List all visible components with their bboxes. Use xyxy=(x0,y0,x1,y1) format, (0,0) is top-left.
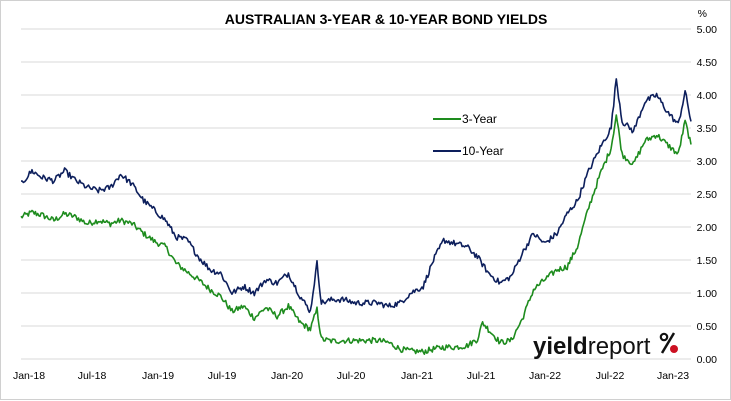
brand-name-light: report xyxy=(588,333,651,360)
legend-label: 3-Year xyxy=(462,112,497,126)
brand-name-bold: yield xyxy=(533,333,588,360)
legend: 3-Year 10-Year xyxy=(433,112,504,158)
x-tick-label: Jan-21 xyxy=(401,370,433,382)
svg-text:yieldreport: yieldreport xyxy=(533,333,651,360)
y-tick-label: 4.00 xyxy=(697,90,718,102)
legend-label: 10-Year xyxy=(462,144,504,158)
y-tick-label: 1.50 xyxy=(697,255,718,267)
series-line-3-year xyxy=(20,114,692,355)
x-tick-label: Jan-20 xyxy=(271,370,303,382)
percent-logo-icon xyxy=(659,332,678,354)
x-tick-label: Jan-19 xyxy=(142,370,174,382)
y-tick-label: 4.50 xyxy=(697,57,718,69)
y-tick-label: 5.00 xyxy=(697,24,718,36)
y-tick-label: 1.00 xyxy=(697,288,718,300)
chart-title: AUSTRALIAN 3-YEAR & 10-YEAR BOND YIELDS xyxy=(225,11,548,27)
series-lines xyxy=(20,78,692,355)
y-tick-label: 2.50 xyxy=(697,189,718,201)
y-axis-ticks: 0.00 0.50 1.00 1.50 2.00 2.50 3.00 3.50 4.00 4.50… xyxy=(697,24,718,366)
x-tick-label: Jan-22 xyxy=(529,370,561,382)
y-tick-label: 0.50 xyxy=(697,321,718,333)
x-axis-ticks: Jan-18 Jul-18 Jan-19 Jul-19 Jan-20 Jul-20 Jan-… xyxy=(13,370,689,382)
y-tick-label: 0.00 xyxy=(697,354,718,366)
y-tick-label: 3.00 xyxy=(697,156,718,168)
y-tick-label: 2.00 xyxy=(697,222,718,234)
yieldreport-logo: yieldreport xyxy=(533,332,678,360)
grid-lines xyxy=(21,28,691,360)
x-tick-label: Jul-18 xyxy=(78,370,107,382)
x-tick-label: Jul-21 xyxy=(467,370,496,382)
x-tick-label: Jul-19 xyxy=(208,370,237,382)
series-line-10-year xyxy=(21,78,692,314)
x-tick-label: Jul-22 xyxy=(596,370,625,382)
x-tick-label: Jan-18 xyxy=(13,370,45,382)
y-axis-unit-label: % xyxy=(698,8,707,20)
y-tick-label: 3.50 xyxy=(697,123,718,135)
x-tick-label: Jul-20 xyxy=(337,370,366,382)
x-tick-label: Jan-23 xyxy=(657,370,689,382)
